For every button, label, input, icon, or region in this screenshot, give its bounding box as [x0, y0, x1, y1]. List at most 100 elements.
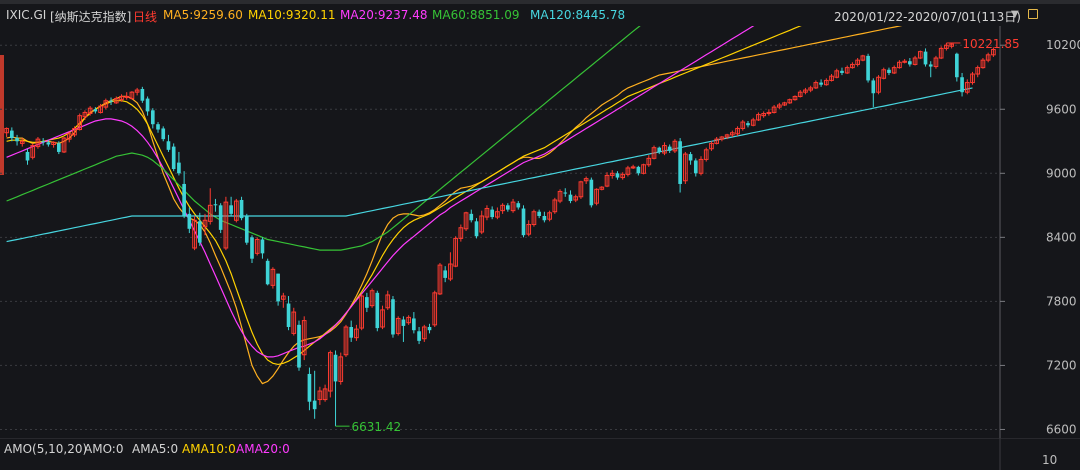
- candle-body: [876, 76, 881, 93]
- candle-body: [829, 75, 834, 81]
- candle-body: [970, 73, 975, 84]
- candle-body: [51, 141, 56, 145]
- dropdown-triangle-icon[interactable]: ▼: [1011, 9, 1019, 20]
- candle-body: [719, 136, 725, 140]
- candle-body: [531, 211, 537, 226]
- candle-body: [166, 141, 171, 150]
- y-tick-label: 6600: [1046, 422, 1077, 436]
- candle-body: [860, 55, 866, 61]
- candle-body: [834, 70, 840, 78]
- candle-body: [406, 316, 411, 324]
- candle-body: [463, 212, 469, 230]
- candle-body: [933, 57, 939, 68]
- ma10-legend: MA10:9320.11: [248, 8, 336, 22]
- ma120-legend: MA120:8445.78: [530, 8, 626, 22]
- candle-body: [239, 199, 244, 219]
- candle-body: [662, 145, 667, 154]
- candle-body: [646, 157, 652, 166]
- candle-body: [354, 328, 359, 339]
- candle-body: [599, 186, 605, 190]
- candle-body: [93, 109, 98, 112]
- candle-body: [683, 153, 688, 182]
- candle-body: [140, 88, 145, 101]
- candle-body: [583, 178, 589, 182]
- candle-body: [678, 141, 682, 184]
- candle-body: [458, 227, 464, 239]
- candle-body: [552, 199, 558, 213]
- candle-body: [453, 237, 458, 267]
- candle-body: [280, 295, 286, 300]
- candle-body: [254, 238, 260, 254]
- candle-body: [56, 143, 61, 152]
- candle-body: [709, 142, 714, 150]
- candle-body: [412, 318, 416, 331]
- candle-body: [887, 69, 891, 73]
- symbol-label[interactable]: IXIC.GI: [6, 8, 47, 22]
- candle-body: [823, 79, 829, 86]
- candle-body: [469, 213, 474, 221]
- candle-body: [202, 219, 208, 228]
- candle-body: [333, 354, 338, 382]
- lock-icon[interactable]: [1028, 9, 1038, 19]
- candle-body: [840, 70, 844, 73]
- ma5-line: [6, 26, 903, 385]
- price-chart[interactable]: 10200 9600 9000 8400 7800 7200 6600 10221.85 66…: [0, 26, 1080, 438]
- candle-body: [891, 67, 897, 74]
- candle-body: [72, 127, 77, 136]
- candle-body: [276, 273, 280, 302]
- period-label[interactable]: 日线: [133, 10, 158, 24]
- candle-body: [197, 221, 202, 243]
- candle-body: [30, 145, 36, 158]
- candle-body: [730, 132, 735, 136]
- candle-body: [740, 121, 746, 129]
- candle-body: [223, 201, 229, 249]
- candle-body: [437, 264, 443, 295]
- candle-body: [327, 352, 333, 392]
- candle-body: [960, 77, 964, 93]
- candle-body: [134, 89, 140, 93]
- candle-body: [975, 67, 981, 75]
- candle-body: [207, 204, 213, 222]
- date-range-label[interactable]: 2020/01/22-2020/07/01(113日): [834, 10, 1021, 24]
- candle-body: [229, 205, 233, 214]
- candle-body: [803, 89, 808, 93]
- candle-body: [46, 142, 51, 145]
- candle-body: [897, 61, 902, 69]
- ama10-value: AMA10:0: [182, 442, 236, 456]
- candle-body: [338, 356, 344, 382]
- candle-body: [568, 194, 573, 202]
- candle-body: [578, 181, 584, 198]
- candle-body: [771, 106, 777, 113]
- candle-body: [855, 59, 860, 65]
- candle-body: [542, 215, 547, 221]
- candle-body: [171, 146, 176, 170]
- candle-body: [714, 138, 720, 144]
- candle-body: [641, 164, 646, 174]
- candle-body: [672, 140, 678, 152]
- left-edge-marker: [0, 55, 4, 175]
- candle-body: [667, 146, 672, 151]
- chart-header: IXIC.GI [纳斯达克指数] 日线 MA5:9259.60 MA10:932…: [0, 4, 1080, 26]
- amo-subchart[interactable]: 10: [0, 438, 1080, 470]
- candle-body: [938, 47, 944, 59]
- candle-body: [369, 290, 375, 307]
- candle-body: [808, 87, 813, 91]
- candle-body: [651, 147, 657, 159]
- candle-body: [630, 166, 636, 169]
- ma60-legend: MA60:8851.09: [432, 8, 520, 22]
- candle-body: [98, 105, 103, 113]
- candle-body: [693, 160, 698, 174]
- candle-body: [866, 55, 870, 81]
- candle-body: [25, 151, 30, 161]
- candle-body: [427, 326, 432, 331]
- candle-body: [500, 204, 505, 212]
- candle-body: [510, 201, 516, 212]
- candle-body: [573, 196, 579, 201]
- candle-body: [218, 205, 223, 230]
- candle-body: [495, 211, 500, 218]
- candle-body: [703, 149, 709, 160]
- candle-body: [380, 309, 385, 328]
- candle-body: [443, 270, 448, 278]
- candle-body: [35, 138, 41, 148]
- candle-body: [750, 119, 756, 126]
